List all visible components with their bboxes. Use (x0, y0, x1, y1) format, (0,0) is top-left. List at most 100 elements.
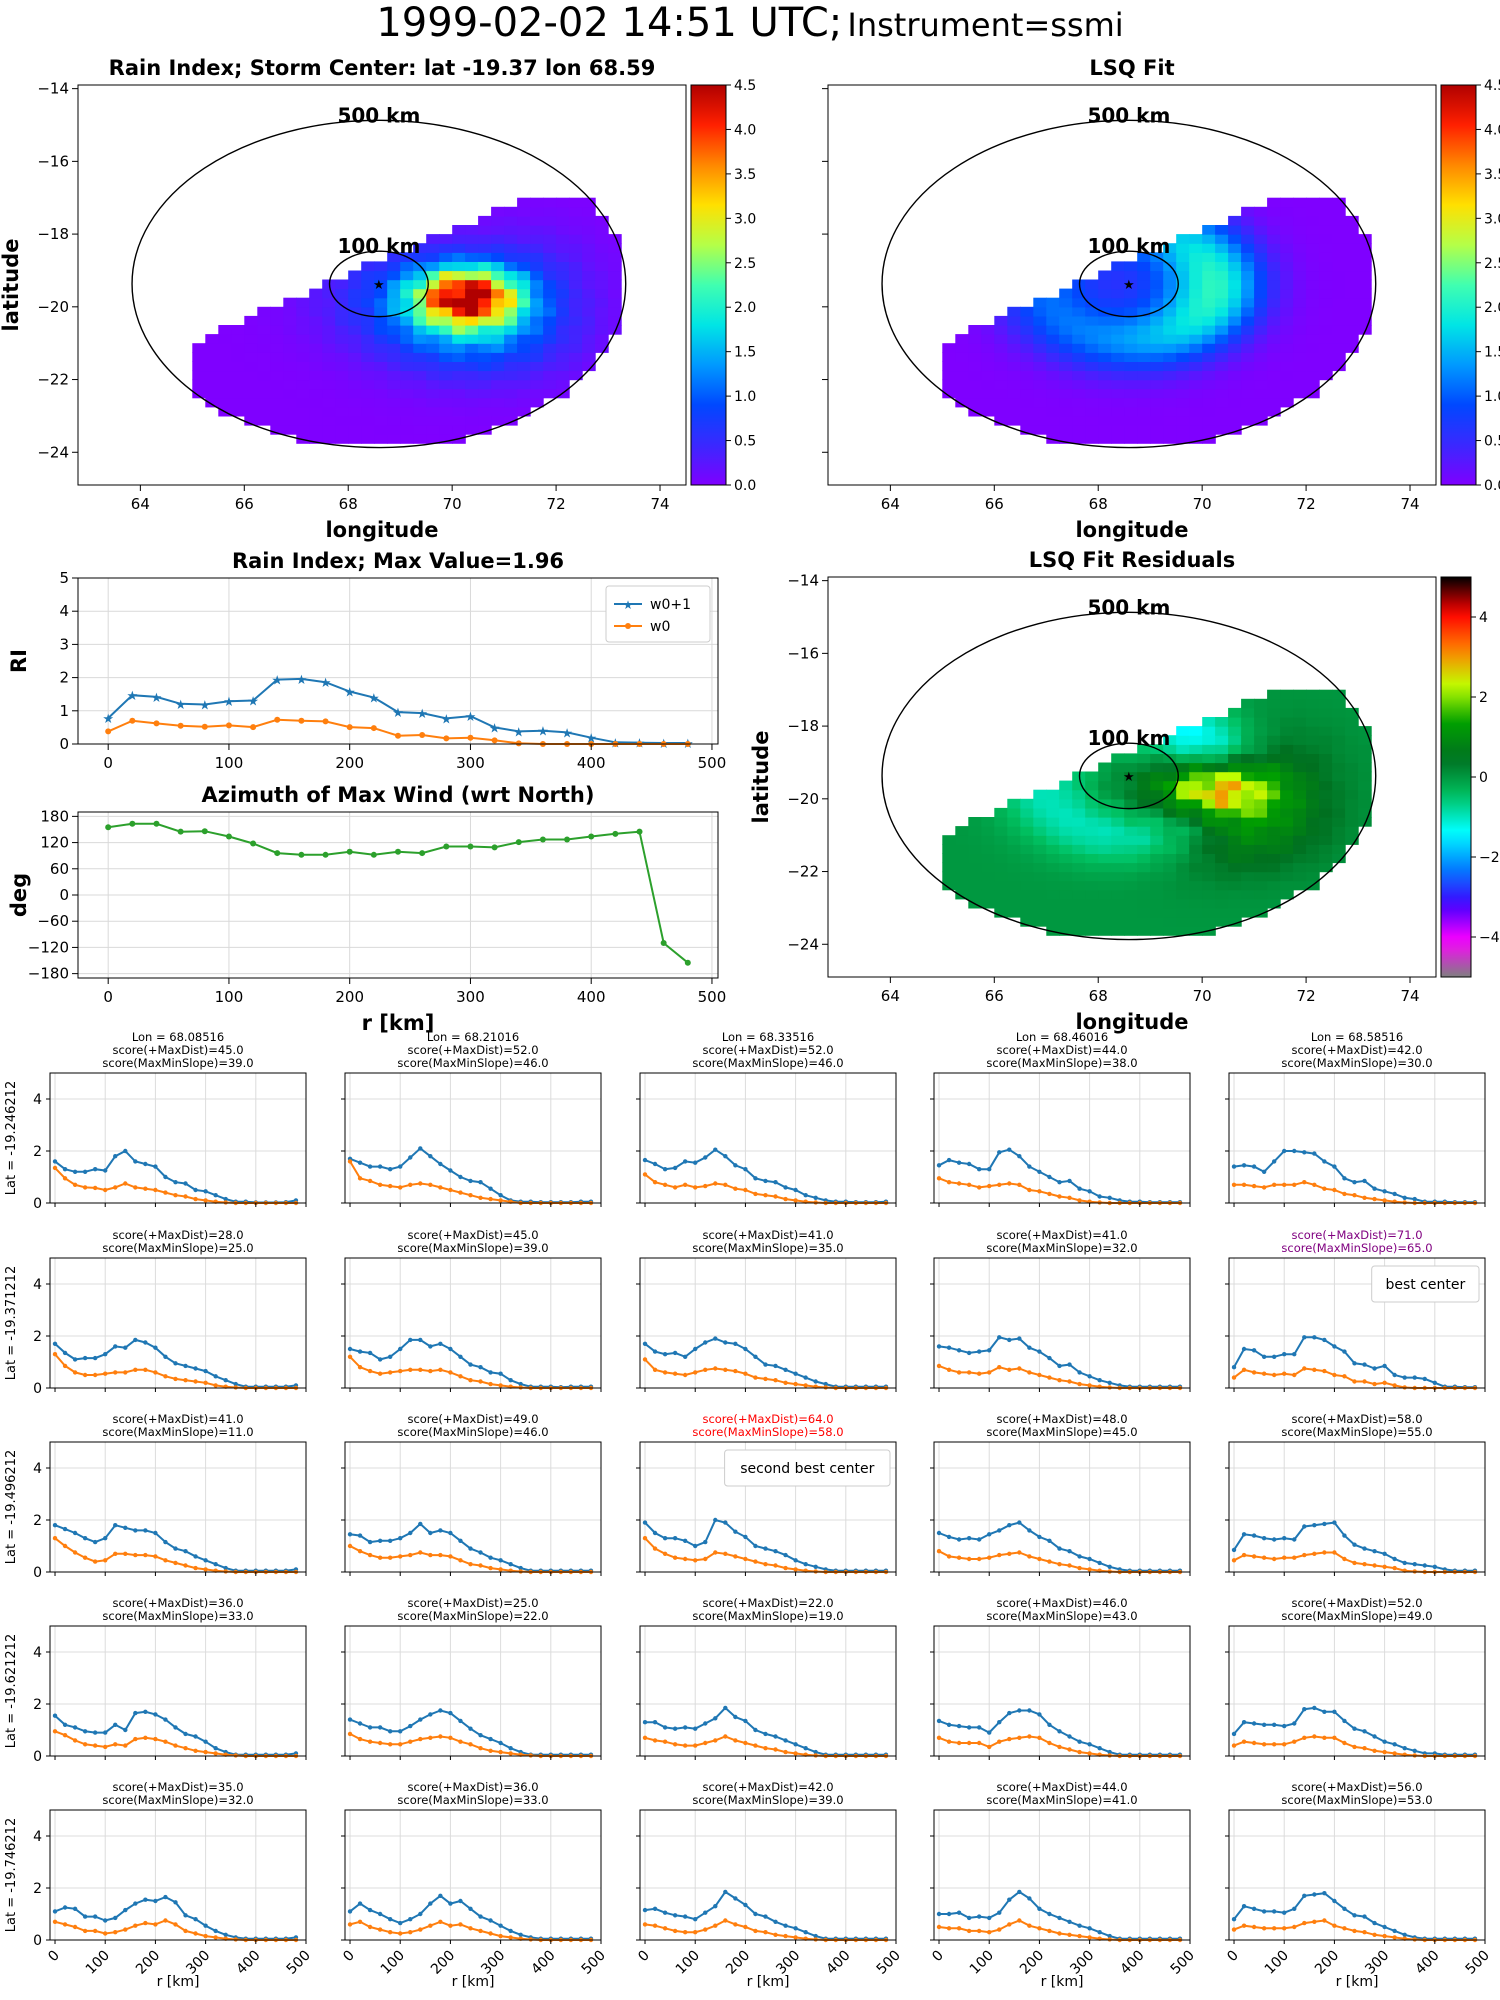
map-pixel (504, 206, 518, 217)
panel-score-maxminslope: score(MaxMinSlope)=39.0 (692, 1793, 843, 1807)
data-point (133, 1528, 138, 1533)
map-pixel (1072, 907, 1086, 918)
map-pixel (1254, 862, 1268, 873)
data-point (153, 820, 160, 827)
map-pixel (1293, 871, 1307, 882)
data-point (753, 1743, 758, 1748)
data-point (1392, 1565, 1397, 1571)
map-pixel (1163, 379, 1177, 390)
map-pixel (530, 270, 544, 281)
map-pixel (1124, 352, 1138, 362)
data-point (1271, 1182, 1277, 1188)
data-point: ★ (585, 732, 597, 747)
map-pixel (1254, 726, 1268, 736)
map-pixel (1254, 225, 1268, 235)
map-pixel (543, 352, 557, 362)
map-pixel (1046, 306, 1060, 317)
map-pixel (994, 898, 1008, 909)
map-pixel (1176, 306, 1190, 317)
map-pixel (1137, 270, 1151, 281)
data-point (518, 1381, 523, 1387)
data-point (367, 1164, 373, 1169)
map-pixel (439, 415, 453, 426)
data-point (1352, 1379, 1357, 1384)
data-point (113, 1370, 118, 1375)
map-pixel (283, 379, 297, 390)
map-pixel (955, 880, 969, 891)
map-pixel (1059, 835, 1073, 845)
map-pixel (530, 197, 544, 208)
colorbar-tick-label: 3.5 (734, 167, 756, 183)
data-point (1251, 1370, 1257, 1375)
data-point: ★ (271, 674, 283, 689)
map-pixel (1306, 780, 1320, 791)
data-point (183, 1378, 188, 1383)
data-point (793, 1751, 798, 1756)
data-point (143, 1186, 148, 1191)
map-pixel (322, 388, 336, 399)
panel-score-maxdist: score(+MaxDist)=41.0 (112, 1412, 243, 1426)
map-pixel (1358, 243, 1372, 253)
map-pixel (1059, 397, 1073, 408)
data-point (723, 1551, 728, 1557)
map-pixel (968, 862, 982, 873)
panel-score-maxdist: score(+MaxDist)=52.0 (702, 1043, 833, 1057)
data-point (642, 1536, 648, 1541)
data-point (1382, 1749, 1387, 1755)
ring-label: 100 km (337, 234, 420, 258)
data-point (1342, 1718, 1347, 1724)
map-pixel (1280, 306, 1294, 317)
data-point (1251, 1924, 1257, 1930)
map-pixel (1033, 853, 1047, 864)
x-tick-label: 200 (335, 988, 364, 1006)
map-pixel (335, 315, 349, 326)
map-pixel (1046, 826, 1060, 836)
data-point (1352, 1913, 1357, 1918)
map-pixel (1020, 425, 1034, 435)
data-point (682, 1725, 688, 1730)
data-point (1282, 1723, 1287, 1729)
map-pixel (517, 306, 531, 317)
data-point (468, 1178, 473, 1184)
map-pixel (335, 279, 349, 290)
map-pixel (1059, 798, 1073, 809)
map-pixel (1046, 352, 1060, 362)
data-point (203, 1739, 208, 1744)
map-pixel (1137, 780, 1151, 791)
map-pixel (1046, 297, 1060, 308)
data-point (518, 1385, 523, 1390)
data-point (946, 1157, 952, 1163)
map-pixel (1059, 352, 1073, 362)
map-pixel (582, 243, 596, 253)
data-point (458, 1898, 463, 1904)
map-pixel (1176, 798, 1190, 809)
y-tick-label: −22 (787, 863, 819, 881)
map-pixel (1189, 270, 1203, 281)
map-pixel (981, 826, 995, 836)
map-pixel (1215, 325, 1229, 335)
data-point (1231, 1375, 1237, 1380)
data-point (488, 1748, 493, 1754)
data-point (163, 1717, 168, 1722)
map-pixel (1202, 735, 1216, 745)
data-point (1261, 1742, 1267, 1747)
data-point (1017, 1550, 1022, 1555)
map-pixel (205, 397, 219, 408)
map-pixel (400, 297, 414, 308)
map-pixel (543, 206, 557, 217)
map-pixel (309, 370, 323, 381)
map-pixel (491, 361, 505, 372)
map-pixel (1163, 926, 1177, 936)
map-pixel (1150, 789, 1164, 800)
panel-frame (344, 1072, 602, 1204)
profile-panel: score(MaxMinSlope)=41.0score(+MaxDist)=4… (929, 1780, 1198, 1990)
map-pixel (491, 406, 505, 417)
data-point (72, 1182, 78, 1188)
map-pixel (491, 206, 505, 217)
panel-legend-label: best center (1385, 1277, 1465, 1293)
map-pixel (1189, 744, 1203, 754)
map-pixel (1202, 826, 1216, 836)
data-point (1432, 1564, 1438, 1570)
data-point (92, 1372, 98, 1378)
map-pixel (1111, 434, 1125, 444)
